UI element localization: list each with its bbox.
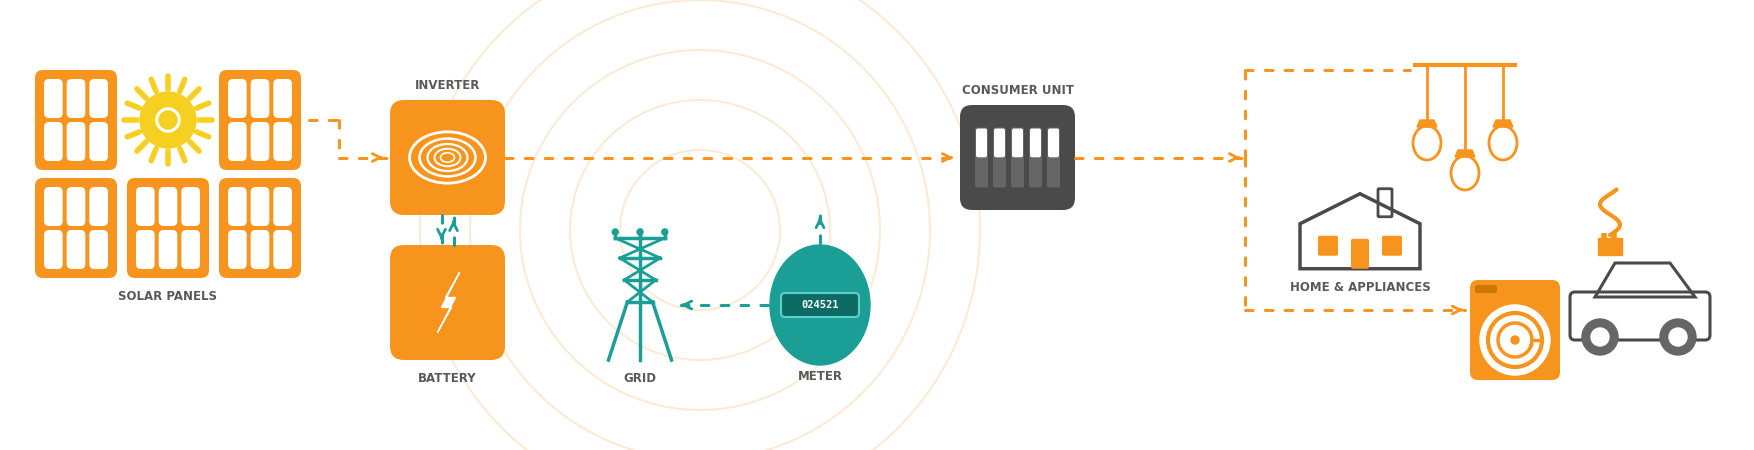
FancyBboxPatch shape: [1351, 239, 1370, 269]
FancyBboxPatch shape: [67, 79, 86, 118]
FancyBboxPatch shape: [89, 79, 109, 118]
FancyBboxPatch shape: [274, 122, 291, 161]
FancyBboxPatch shape: [67, 187, 86, 226]
Polygon shape: [1493, 120, 1514, 127]
Polygon shape: [437, 273, 460, 333]
FancyBboxPatch shape: [251, 122, 270, 161]
FancyBboxPatch shape: [89, 187, 109, 226]
Circle shape: [1582, 319, 1617, 355]
FancyBboxPatch shape: [228, 79, 247, 118]
FancyBboxPatch shape: [35, 70, 118, 170]
FancyBboxPatch shape: [228, 230, 247, 269]
FancyBboxPatch shape: [1570, 292, 1710, 340]
Circle shape: [1659, 319, 1696, 355]
FancyBboxPatch shape: [251, 79, 270, 118]
Circle shape: [140, 92, 196, 148]
Circle shape: [160, 111, 177, 129]
Text: BATTERY: BATTERY: [417, 372, 477, 385]
FancyBboxPatch shape: [219, 178, 302, 278]
Circle shape: [1670, 328, 1687, 346]
FancyBboxPatch shape: [993, 127, 1007, 188]
FancyBboxPatch shape: [67, 230, 86, 269]
Text: 024521: 024521: [802, 300, 838, 310]
FancyBboxPatch shape: [1010, 127, 1024, 188]
Text: GRID: GRID: [623, 372, 656, 385]
FancyBboxPatch shape: [137, 187, 154, 226]
FancyBboxPatch shape: [975, 129, 988, 158]
FancyBboxPatch shape: [219, 70, 302, 170]
FancyBboxPatch shape: [89, 122, 109, 161]
Polygon shape: [1598, 238, 1622, 255]
Text: CONSUMER UNIT: CONSUMER UNIT: [961, 84, 1073, 97]
FancyBboxPatch shape: [1470, 280, 1559, 380]
FancyBboxPatch shape: [1030, 129, 1042, 158]
Circle shape: [637, 229, 644, 235]
FancyBboxPatch shape: [781, 293, 859, 317]
FancyBboxPatch shape: [1030, 127, 1042, 188]
FancyBboxPatch shape: [44, 230, 63, 269]
FancyBboxPatch shape: [1317, 236, 1338, 256]
FancyBboxPatch shape: [1475, 285, 1496, 293]
FancyBboxPatch shape: [44, 187, 63, 226]
Circle shape: [1591, 328, 1608, 346]
FancyBboxPatch shape: [274, 230, 291, 269]
FancyBboxPatch shape: [181, 230, 200, 269]
Text: INVERTER: INVERTER: [414, 79, 481, 92]
FancyBboxPatch shape: [44, 122, 63, 161]
FancyBboxPatch shape: [181, 187, 200, 226]
FancyBboxPatch shape: [89, 230, 109, 269]
Polygon shape: [1417, 120, 1437, 127]
FancyBboxPatch shape: [228, 187, 247, 226]
FancyBboxPatch shape: [126, 178, 209, 278]
FancyBboxPatch shape: [1012, 129, 1023, 158]
Text: METER: METER: [798, 370, 842, 383]
FancyBboxPatch shape: [274, 79, 291, 118]
FancyBboxPatch shape: [67, 122, 86, 161]
Polygon shape: [1456, 150, 1475, 157]
FancyBboxPatch shape: [1382, 236, 1401, 256]
FancyBboxPatch shape: [35, 178, 118, 278]
FancyBboxPatch shape: [137, 230, 154, 269]
Circle shape: [1510, 336, 1519, 344]
Text: SOLAR PANELS: SOLAR PANELS: [119, 290, 217, 303]
Text: HOME & APPLIANCES: HOME & APPLIANCES: [1289, 281, 1430, 294]
Circle shape: [156, 108, 181, 132]
FancyBboxPatch shape: [1047, 127, 1059, 188]
FancyBboxPatch shape: [44, 79, 63, 118]
Circle shape: [1480, 305, 1551, 375]
FancyBboxPatch shape: [995, 129, 1005, 158]
FancyBboxPatch shape: [975, 127, 988, 188]
FancyBboxPatch shape: [251, 187, 270, 226]
FancyBboxPatch shape: [959, 105, 1075, 210]
FancyBboxPatch shape: [158, 230, 177, 269]
FancyBboxPatch shape: [389, 100, 505, 215]
FancyBboxPatch shape: [158, 187, 177, 226]
FancyBboxPatch shape: [1047, 129, 1059, 158]
FancyBboxPatch shape: [251, 230, 270, 269]
FancyBboxPatch shape: [228, 122, 247, 161]
Circle shape: [612, 229, 617, 235]
Circle shape: [661, 229, 668, 235]
FancyBboxPatch shape: [274, 187, 291, 226]
FancyBboxPatch shape: [1379, 189, 1393, 217]
FancyBboxPatch shape: [389, 245, 505, 360]
Ellipse shape: [770, 245, 870, 365]
